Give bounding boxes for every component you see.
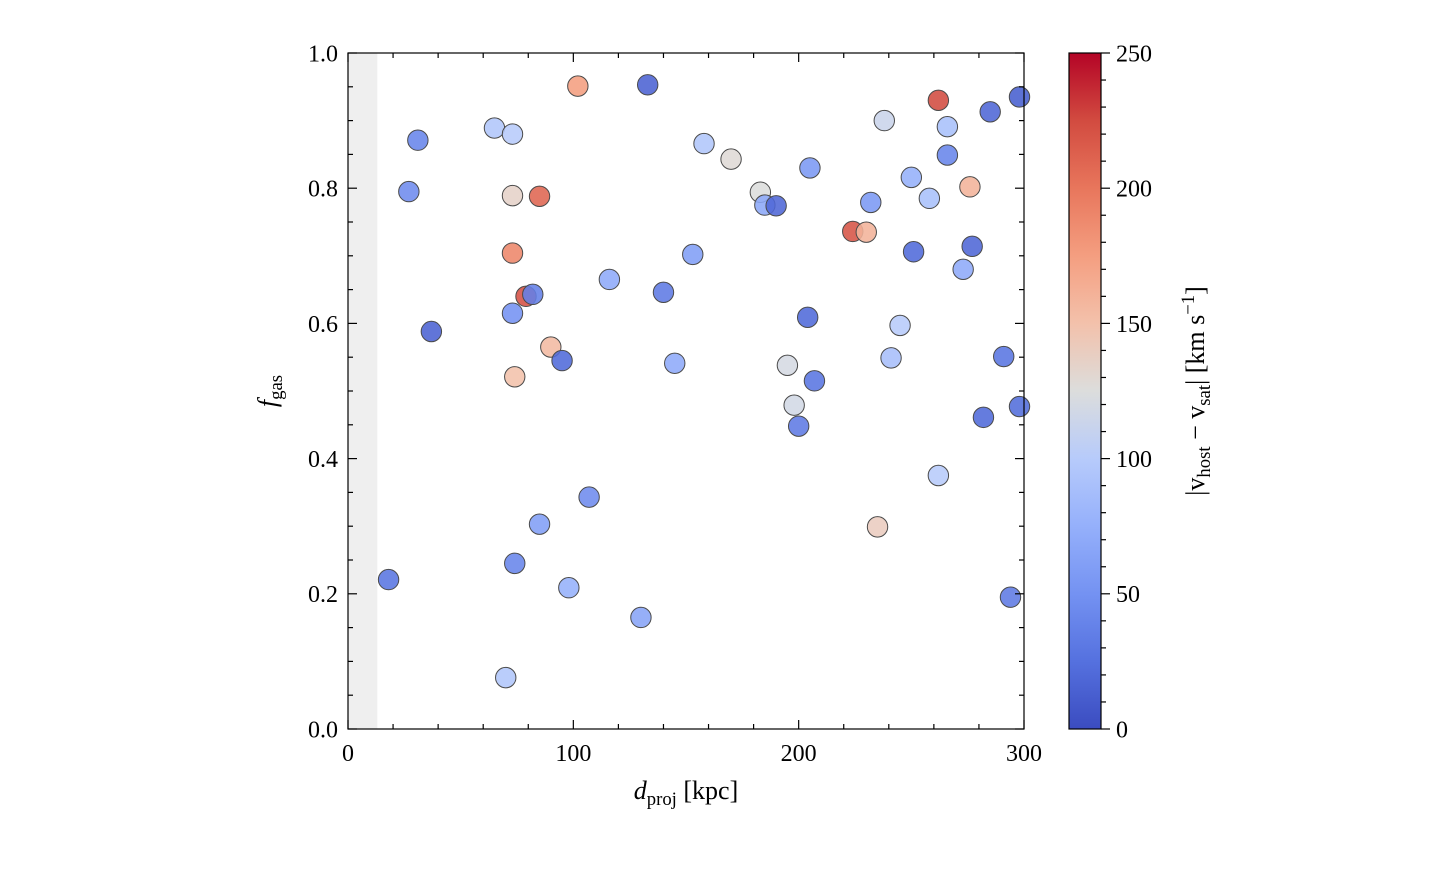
colorbar-ticks [1101, 53, 1110, 729]
data-point [788, 416, 808, 436]
data-point [1009, 87, 1029, 107]
data-point [766, 196, 786, 216]
plot-background [348, 53, 1024, 729]
data-point [502, 124, 522, 144]
ytick-label: 0.4 [308, 447, 338, 473]
colorbar-tick-label: 250 [1116, 41, 1152, 67]
data-point [552, 350, 572, 370]
data-point [901, 167, 921, 187]
data-point [637, 75, 657, 95]
data-point [631, 607, 651, 627]
ytick-label: 0.2 [308, 582, 338, 608]
y-axis-label: fgas [253, 375, 287, 407]
data-point [496, 667, 516, 687]
data-point [694, 133, 714, 153]
data-point [579, 487, 599, 507]
figure-container: 0 100 200 300 0.0 0.2 0.4 0.6 0.8 1.0 dproj [kpc] f… [0, 0, 1451, 869]
data-point [861, 192, 881, 212]
data-point [502, 303, 522, 323]
xtick-label: 0 [342, 741, 354, 767]
data-point [980, 102, 1000, 122]
data-point [953, 259, 973, 279]
data-point [665, 353, 685, 373]
data-point [928, 90, 948, 110]
ytick-label: 0.8 [308, 177, 338, 203]
data-point [721, 149, 741, 169]
data-point [559, 578, 579, 598]
data-point [973, 407, 993, 427]
data-point [797, 307, 817, 327]
data-point [484, 118, 504, 138]
data-point [800, 158, 820, 178]
colorbar-tick-label: 0 [1116, 717, 1128, 743]
data-point [874, 110, 894, 130]
data-point [529, 186, 549, 206]
data-point [378, 569, 398, 589]
data-point [599, 269, 619, 289]
data-point [937, 116, 957, 136]
ytick-label: 1.0 [308, 41, 338, 67]
data-point [804, 371, 824, 391]
data-point [867, 517, 887, 537]
data-point [903, 242, 923, 262]
xtick-label: 200 [781, 741, 817, 767]
data-point [919, 188, 939, 208]
data-point [653, 282, 673, 302]
xtick-label: 300 [1006, 741, 1042, 767]
colorbar-tick-label: 100 [1116, 447, 1152, 473]
data-point [683, 244, 703, 264]
data-point [937, 145, 957, 165]
ytick-label: 0.0 [308, 717, 338, 743]
x-axis-label: dproj [kpc] [634, 776, 739, 810]
data-point [505, 367, 525, 387]
data-point [421, 321, 441, 341]
data-point [962, 236, 982, 256]
colorbar-gradient [1069, 53, 1101, 729]
data-point [856, 222, 876, 242]
xtick-label: 100 [555, 741, 591, 767]
data-point [777, 355, 797, 375]
data-point [1000, 587, 1020, 607]
figure-svg: 0 100 200 300 0.0 0.2 0.4 0.6 0.8 1.0 dproj [kpc] f… [0, 0, 1451, 869]
data-point [960, 177, 980, 197]
colorbar-tick-label: 150 [1116, 312, 1152, 338]
data-point [928, 465, 948, 485]
data-point [399, 181, 419, 201]
data-point [568, 76, 588, 96]
data-point [881, 348, 901, 368]
colorbar-tick-labels: 0 50 100 150 200 250 [1116, 41, 1152, 743]
colorbar-tick-label: 50 [1116, 582, 1140, 608]
colorbar-label: |vhost − vsat| [km s−1] [1178, 286, 1215, 496]
data-point [505, 553, 525, 573]
ytick-label: 0.6 [308, 312, 338, 338]
data-point [1009, 396, 1029, 416]
data-point [890, 315, 910, 335]
colorbar-tick-label: 200 [1116, 177, 1152, 203]
data-point [994, 346, 1014, 366]
data-point [502, 185, 522, 205]
data-point [408, 130, 428, 150]
data-point [784, 395, 804, 415]
data-point [523, 284, 543, 304]
data-point [529, 514, 549, 534]
data-point [502, 243, 522, 263]
